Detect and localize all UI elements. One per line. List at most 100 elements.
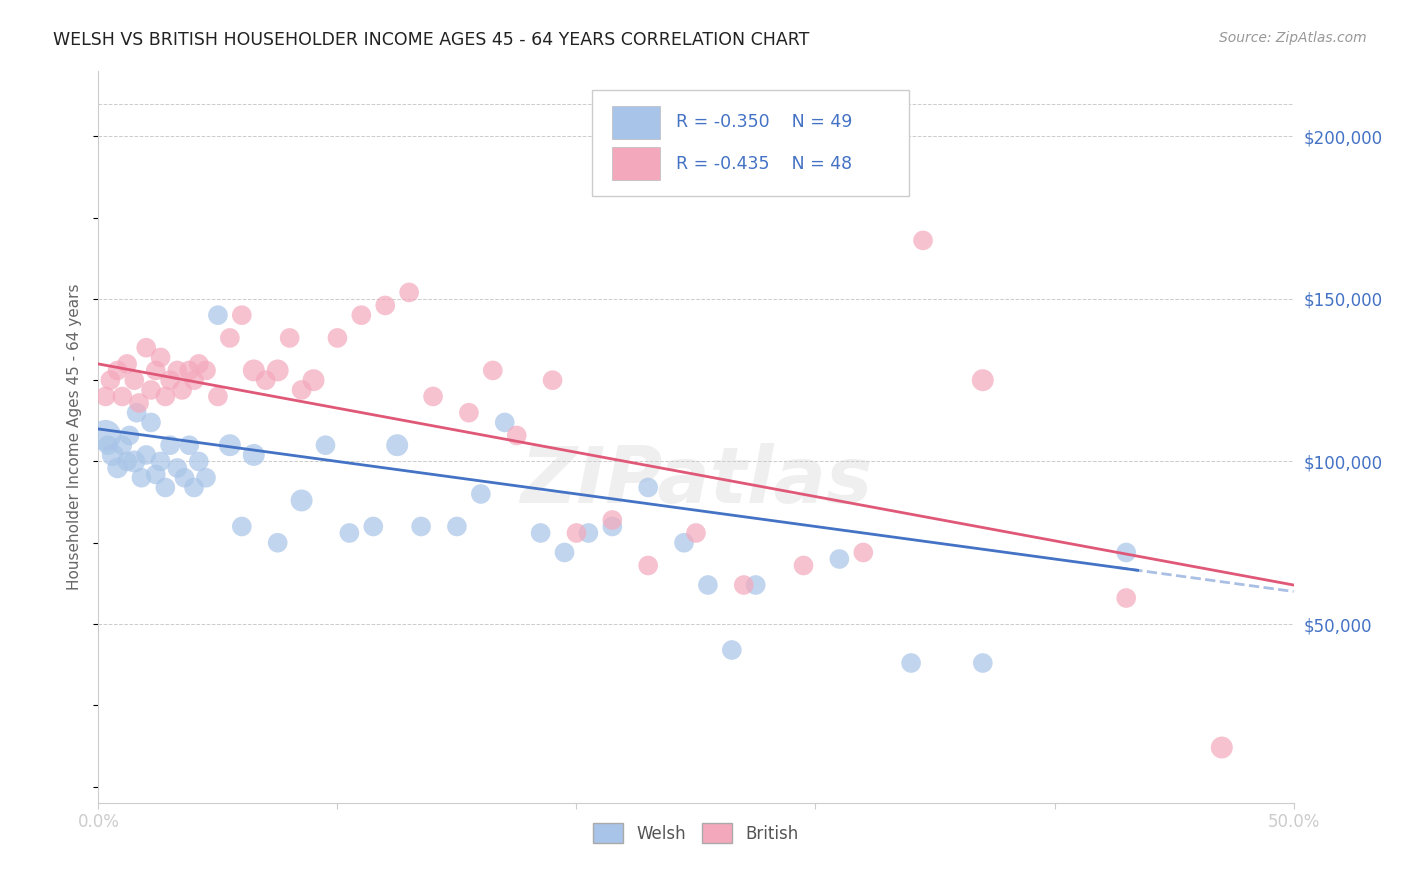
Point <box>637 558 659 573</box>
Point <box>267 535 290 549</box>
Text: Source: ZipAtlas.com: Source: ZipAtlas.com <box>1219 31 1367 45</box>
Point <box>637 480 659 494</box>
FancyBboxPatch shape <box>613 147 661 180</box>
Point <box>145 467 167 482</box>
Point <box>187 357 209 371</box>
Point <box>602 513 624 527</box>
Point <box>578 526 600 541</box>
Point <box>149 454 172 468</box>
Point <box>107 461 129 475</box>
Point <box>326 331 349 345</box>
Point <box>195 471 218 485</box>
Point <box>107 363 129 377</box>
Point <box>398 285 420 300</box>
Point <box>254 373 277 387</box>
Text: WELSH VS BRITISH HOUSEHOLDER INCOME AGES 45 - 64 YEARS CORRELATION CHART: WELSH VS BRITISH HOUSEHOLDER INCOME AGES… <box>53 31 810 49</box>
Point <box>1115 545 1137 559</box>
Point <box>541 373 564 387</box>
Point <box>219 438 242 452</box>
FancyBboxPatch shape <box>592 90 908 195</box>
Point <box>243 448 266 462</box>
Point <box>673 535 696 549</box>
Point <box>350 308 373 322</box>
Y-axis label: Householder Income Ages 45 - 64 years: Householder Income Ages 45 - 64 years <box>67 284 83 591</box>
Point <box>128 396 150 410</box>
Point <box>494 416 516 430</box>
Point <box>183 373 205 387</box>
Point <box>470 487 492 501</box>
Text: ZIPatlas: ZIPatlas <box>520 443 872 519</box>
Point <box>115 357 138 371</box>
Point <box>124 373 146 387</box>
Point <box>149 351 172 365</box>
Point <box>125 406 148 420</box>
Point <box>183 480 205 494</box>
Point <box>267 363 290 377</box>
Point <box>828 552 851 566</box>
Point <box>506 428 529 442</box>
Point <box>131 471 153 485</box>
Point <box>565 526 588 541</box>
Point <box>422 389 444 403</box>
Point <box>1115 591 1137 605</box>
Point <box>124 454 146 468</box>
Point <box>374 298 396 312</box>
Point <box>745 578 768 592</box>
Point <box>135 341 157 355</box>
Text: R = -0.350    N = 49: R = -0.350 N = 49 <box>676 112 852 131</box>
Point <box>97 438 120 452</box>
Point <box>166 461 188 475</box>
Point <box>291 383 314 397</box>
Point <box>166 363 188 377</box>
Point <box>315 438 337 452</box>
Point <box>972 373 994 387</box>
Point <box>911 234 934 248</box>
Point <box>159 373 181 387</box>
Legend: Welsh, British: Welsh, British <box>586 817 806 849</box>
Point <box>302 373 325 387</box>
Point <box>243 363 266 377</box>
Point <box>385 438 409 452</box>
Point <box>458 406 481 420</box>
Point <box>278 331 301 345</box>
Point <box>115 454 138 468</box>
Point <box>187 454 209 468</box>
Point <box>972 656 994 670</box>
Text: R = -0.435    N = 48: R = -0.435 N = 48 <box>676 154 852 172</box>
Point <box>207 308 229 322</box>
Point <box>900 656 922 670</box>
Point <box>793 558 815 573</box>
Point <box>697 578 720 592</box>
Point <box>733 578 755 592</box>
FancyBboxPatch shape <box>613 106 661 138</box>
Point <box>554 545 576 559</box>
Point <box>195 363 218 377</box>
Point <box>101 448 124 462</box>
Point <box>155 389 177 403</box>
Point <box>685 526 707 541</box>
Point <box>145 363 167 377</box>
Point <box>339 526 361 541</box>
Point <box>159 438 181 452</box>
Point <box>173 471 195 485</box>
Point <box>231 519 253 533</box>
Point <box>207 389 229 403</box>
Point <box>219 331 242 345</box>
Point <box>118 428 141 442</box>
Point <box>94 428 117 442</box>
Point <box>602 519 624 533</box>
Point <box>852 545 875 559</box>
Point <box>172 383 194 397</box>
Point <box>446 519 468 533</box>
Point <box>155 480 177 494</box>
Point <box>481 363 505 377</box>
Point <box>721 643 744 657</box>
Point <box>1211 740 1233 755</box>
Point <box>530 526 553 541</box>
Point <box>231 308 253 322</box>
Point <box>363 519 385 533</box>
Point <box>98 373 122 387</box>
Point <box>94 389 117 403</box>
Point <box>291 493 314 508</box>
Point <box>139 416 162 430</box>
